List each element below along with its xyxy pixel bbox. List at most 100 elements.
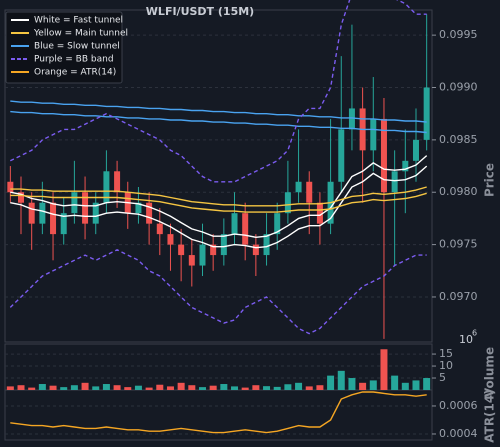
candle-body [263, 234, 270, 256]
candle-body [274, 213, 281, 235]
line [9, 249, 427, 335]
candle-body [348, 108, 355, 130]
chart-title: WLFI/USDT (15M) [146, 5, 254, 18]
y-tick-label: 5 [439, 371, 446, 384]
candle-body [210, 244, 217, 256]
volume-frame [4, 343, 433, 391]
line [10, 110, 427, 134]
volume-bar [348, 378, 356, 390]
candle-body [306, 181, 313, 203]
line [10, 155, 428, 239]
candle-body [178, 244, 185, 256]
volume-bar [327, 375, 335, 390]
volume-bar [28, 387, 36, 390]
volume-bar [198, 387, 206, 390]
volume-bar [231, 386, 239, 390]
candle-body [146, 202, 153, 224]
volume-bar [177, 382, 185, 390]
volume-bar [113, 385, 121, 390]
y-tick-label: 0.0970 [439, 290, 478, 303]
volume-bar [252, 385, 260, 390]
volume-bar [220, 384, 228, 390]
y-tick-label: 0.0004 [439, 427, 478, 440]
legend-label: Orange = ATR(14) [34, 68, 116, 78]
y-axis-label: Volume [483, 347, 497, 397]
candle-body [114, 171, 121, 193]
volume-bar [391, 375, 399, 390]
volume-bar [6, 386, 14, 390]
volume-bar [401, 382, 409, 390]
volume-bar [81, 382, 89, 390]
volume-bar [263, 386, 271, 390]
y-tick-label: 10 [439, 359, 453, 372]
candle-body [135, 202, 142, 214]
volume-bar [92, 386, 100, 390]
candle-body [295, 181, 302, 193]
candle-body [380, 118, 387, 193]
y-tick-label: 0.0995 [439, 28, 478, 41]
volume-bar [17, 385, 25, 390]
volume-bar [134, 385, 142, 390]
volume-bar [412, 380, 420, 390]
volume-bar [38, 384, 46, 390]
line [10, 100, 427, 123]
candle-body [71, 192, 78, 214]
volume-bar [316, 385, 324, 390]
candle-body [28, 202, 35, 224]
candle-body [7, 181, 14, 193]
candle-body [199, 244, 206, 266]
line [10, 391, 427, 434]
volume-bar [145, 387, 153, 390]
candle-body [242, 213, 249, 245]
y-tick-label: 15 [439, 347, 453, 360]
candle-body [284, 192, 291, 214]
candle-body [370, 118, 377, 151]
candle-body [103, 171, 110, 203]
candle-body [316, 202, 323, 224]
y-tick-label: 0.0980 [439, 185, 478, 198]
volume-bar [60, 387, 68, 390]
legend-label: Blue = Slow tunnel [34, 42, 120, 52]
volume-bar [337, 370, 345, 390]
candle-body [412, 139, 419, 161]
volume-bar [359, 382, 367, 390]
y-tick-label: 0.0990 [439, 81, 478, 94]
candle-body [231, 213, 238, 235]
volume-bar [369, 380, 377, 390]
y-tick-label: 0.0985 [439, 133, 478, 146]
volume-bar [102, 384, 110, 390]
y-axis-label: Price [483, 163, 497, 197]
volume-bar [273, 386, 281, 390]
volume-bar [209, 385, 217, 390]
volume-bar [305, 386, 313, 390]
offset-exponent: 6 [472, 329, 477, 338]
candle-body [188, 255, 195, 266]
y-axis-label: ATR(14) [483, 389, 497, 442]
candle-body [252, 244, 259, 256]
y-tick-label: 0.0975 [439, 238, 478, 251]
candle-body [60, 213, 67, 235]
candle-body [50, 202, 57, 235]
candle-body [167, 234, 174, 245]
candle-body [423, 87, 430, 140]
volume-bar [49, 385, 57, 390]
legend-label: Purple = BB band [34, 55, 114, 65]
volume-bar [284, 384, 292, 390]
candle-body [338, 129, 345, 182]
volume-bar [70, 385, 78, 390]
volume-bar [423, 378, 431, 390]
candle-body [92, 202, 99, 224]
line [10, 192, 427, 213]
candle-body [82, 192, 89, 224]
volume-bar [166, 386, 174, 390]
legend: White = Fast tunnel Yellow = Main tunnel B… [5, 11, 128, 84]
volume-bar [124, 387, 132, 390]
volume-bar [380, 349, 388, 390]
legend-label: Yellow = Main tunnel [33, 29, 128, 39]
volume-bar [156, 384, 164, 390]
legend-box [5, 11, 123, 84]
candle-body [156, 223, 163, 235]
candle-body [39, 202, 46, 224]
offset-base: 10 [459, 333, 473, 346]
